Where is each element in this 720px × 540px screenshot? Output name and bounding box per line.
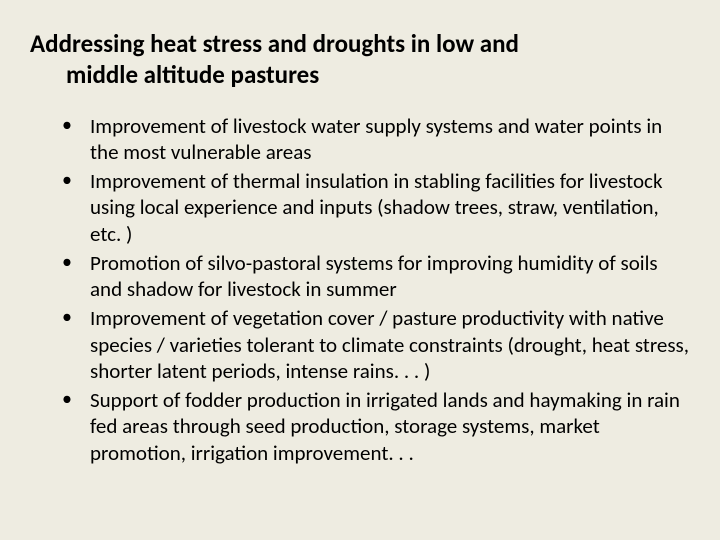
list-item: Promotion of silvo-pastoral systems for … (30, 250, 690, 303)
bullet-text: Improvement of vegetation cover / pastur… (90, 305, 689, 384)
bullet-text: Promotion of silvo-pastoral systems for … (90, 250, 658, 302)
list-item: Improvement of thermal insulation in sta… (30, 168, 690, 247)
list-item: Improvement of livestock water supply sy… (30, 113, 690, 166)
title-line-1: Addressing heat stress and droughts in l… (30, 28, 519, 59)
title-line-2: middle altitude pastures (30, 59, 319, 90)
bullet-text: Support of fodder production in irrigate… (90, 387, 680, 466)
list-item: Support of fodder production in irrigate… (30, 387, 690, 466)
bullet-text: Improvement of livestock water supply sy… (90, 113, 662, 165)
list-item: Improvement of vegetation cover / pastur… (30, 305, 690, 384)
bullet-list: Improvement of livestock water supply sy… (30, 113, 690, 466)
slide-title: Addressing heat stress and droughts in l… (30, 28, 690, 91)
bullet-text: Improvement of thermal insulation in sta… (90, 168, 663, 247)
